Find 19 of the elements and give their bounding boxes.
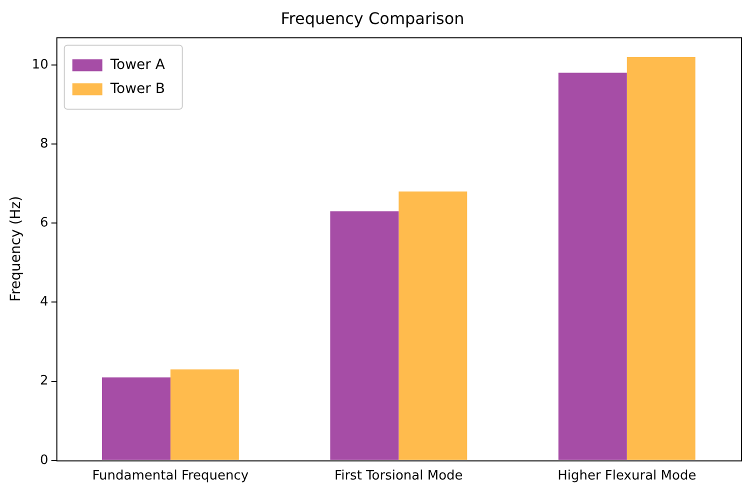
legend-label: Tower B (109, 80, 165, 97)
legend-label: Tower A (109, 56, 166, 73)
x-tick-label: First Torsional Mode (334, 468, 463, 484)
bar (626, 56, 696, 460)
y-tick-label: 6 (40, 215, 48, 230)
x-tick-label: Higher Flexural Mode (558, 468, 696, 484)
y-tick-label: 4 (40, 294, 48, 310)
bar (558, 72, 627, 460)
bar (170, 369, 239, 460)
chart-title: Frequency Comparison (280, 8, 464, 28)
bar (102, 377, 170, 460)
y-tick-label: 8 (40, 136, 48, 152)
y-tick-label: 10 (32, 57, 48, 72)
y-tick-label: 0 (40, 452, 48, 468)
x-tick-label: Fundamental Frequency (92, 468, 249, 484)
bar (398, 191, 468, 460)
y-tick-label: 2 (40, 374, 48, 389)
y-axis-title: Frequency (Hz) (8, 196, 24, 302)
bar (330, 211, 399, 460)
